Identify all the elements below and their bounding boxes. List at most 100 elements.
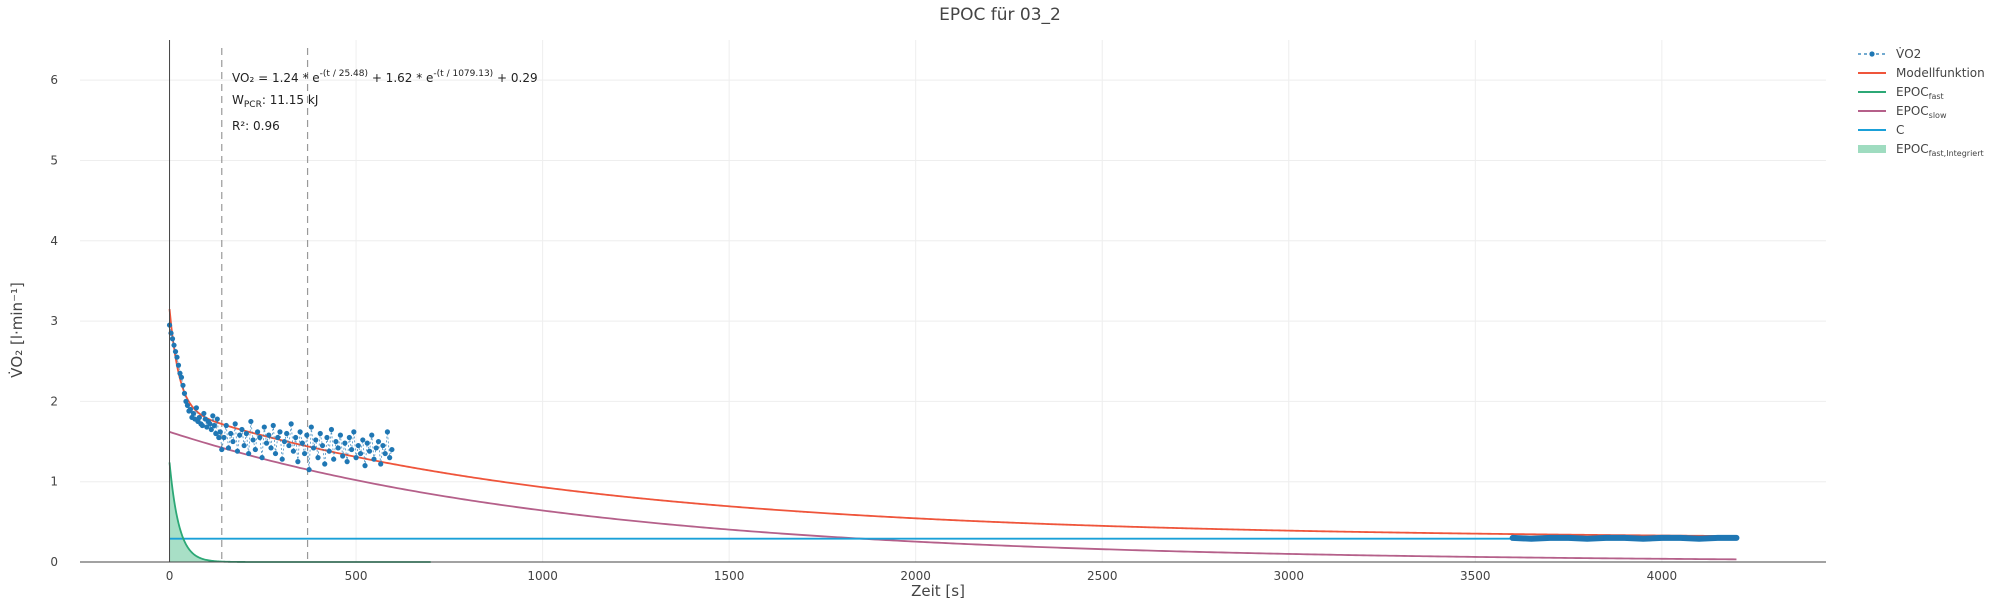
vo2-point (299, 440, 305, 446)
y-tick-label: 1 (50, 475, 58, 489)
vo2-point (306, 467, 312, 473)
vo2-point (270, 422, 276, 429)
vo2-point (1584, 536, 1590, 542)
grid (80, 40, 1826, 562)
vo2-point (380, 442, 386, 449)
vo2-point (1603, 535, 1609, 541)
vo2-point (297, 429, 303, 435)
vo2-point (184, 402, 191, 408)
legend-label-c: C (1896, 123, 1904, 137)
x-tick-label: 2500 (1087, 569, 1118, 583)
vo2-point (288, 421, 294, 427)
vo2-point (248, 418, 254, 425)
vo2-point (308, 424, 314, 430)
vo2-point (353, 455, 359, 461)
chart-title: EPOC für 03_2 (939, 5, 1061, 25)
vo2-point (378, 461, 384, 467)
vo2-point (199, 422, 205, 429)
vo2-point (286, 442, 292, 449)
vo2-point (1640, 536, 1646, 542)
fit-annotation: VO₂ = 1.24 * e-(t / 25.48) + 1.62 * e-(t… (232, 69, 538, 133)
vo2-point (351, 429, 357, 435)
legend-item-c[interactable]: C (1858, 123, 1904, 137)
vo2-point (310, 445, 317, 451)
axes: 0 500 1000 1500 2000 2500 3000 3500 4000 0 1 2 3 4 5 6 (50, 40, 1826, 583)
vo2-point (228, 430, 234, 437)
legend-item-epoc-slow[interactable]: EPOCslow (1858, 104, 1947, 120)
vo2-point (281, 438, 288, 445)
vo2-point (259, 455, 265, 461)
vo2-point (207, 421, 213, 427)
vo2-point (169, 336, 176, 342)
vo2-point (250, 437, 256, 443)
points-layer (166, 322, 1740, 542)
legend-item-model[interactable]: Modellfunktion (1858, 66, 1985, 80)
y-tick-label: 3 (50, 314, 58, 328)
vo2-point (257, 434, 263, 441)
vo2-point (335, 445, 341, 451)
vo2-point (1621, 535, 1628, 541)
vo2-point (346, 434, 352, 441)
x-tick-label: 4000 (1647, 569, 1678, 583)
vo2-point (369, 432, 375, 438)
vo2-point (172, 348, 179, 355)
vo2-point (252, 446, 258, 453)
vo2-point (178, 374, 185, 380)
vo2-point (279, 456, 285, 462)
vo2-point (387, 455, 393, 461)
vo2-point (371, 456, 377, 462)
x-tick-label: 1000 (527, 569, 558, 583)
vo2-point (313, 437, 319, 443)
vo2-point (384, 429, 391, 435)
vo2-point (364, 440, 370, 446)
vo2-point (208, 426, 214, 433)
vo2-point (268, 445, 274, 451)
vo2-point (210, 413, 216, 419)
legend-label-model: Modellfunktion (1896, 66, 1985, 80)
legend-item-vo2[interactable]: V̇O2 (1858, 47, 1921, 61)
vo2-point (295, 459, 301, 465)
epoc-fast-integrated-area (169, 462, 431, 562)
vo2-point (183, 398, 189, 404)
legend-label-epoc-slow: EPOCslow (1896, 104, 1947, 120)
vo2-point (177, 370, 183, 376)
y-tick-label: 2 (50, 394, 58, 408)
vo2-point (213, 430, 219, 437)
epoc-fast-line (168, 462, 431, 563)
vo2-point (1510, 535, 1516, 541)
x-tick-label: 2000 (900, 569, 931, 583)
vo2-point (293, 434, 299, 441)
fill-layer (169, 462, 431, 562)
legend: V̇O2 Modellfunktion EPOCfast EPOCslow C … (1858, 47, 1985, 158)
vo2-point (1677, 535, 1684, 541)
vo2-point (234, 448, 241, 454)
formula-text: VO₂ = 1.24 * e-(t / 25.48) + 1.62 * e-(t… (232, 69, 538, 85)
vo2-point (301, 450, 308, 457)
vo2-point (317, 430, 323, 437)
vo2-point (322, 461, 328, 467)
vo2-point (275, 434, 281, 441)
legend-item-epoc-fast[interactable]: EPOCfast (1858, 85, 1944, 101)
vo2-point (241, 442, 247, 449)
vo2-point (355, 442, 361, 449)
vo2-point (1547, 535, 1553, 541)
vo2-connector-line (169, 325, 393, 470)
vo2-point (340, 453, 346, 459)
x-tick-label: 0 (166, 569, 174, 583)
work-text: WPCR: 11.15 kJ (232, 93, 318, 110)
vo2-point (284, 430, 290, 437)
legend-item-epoc-fast-integrated[interactable]: EPOCfast,Integriert (1858, 142, 1984, 158)
vo2-point (175, 362, 182, 368)
vo2-point (315, 455, 321, 461)
vo2-point (1715, 535, 1721, 541)
vo2-point (324, 434, 330, 441)
vo2-point (193, 405, 199, 411)
vo2-point (221, 434, 227, 441)
vo2-point (326, 448, 332, 454)
vo2-point (342, 440, 348, 446)
vo2-point (187, 406, 194, 413)
vo2-point (266, 432, 272, 438)
epoc-slow-line (169, 431, 1737, 561)
x-axis-title: Zeit [s] (911, 582, 965, 600)
